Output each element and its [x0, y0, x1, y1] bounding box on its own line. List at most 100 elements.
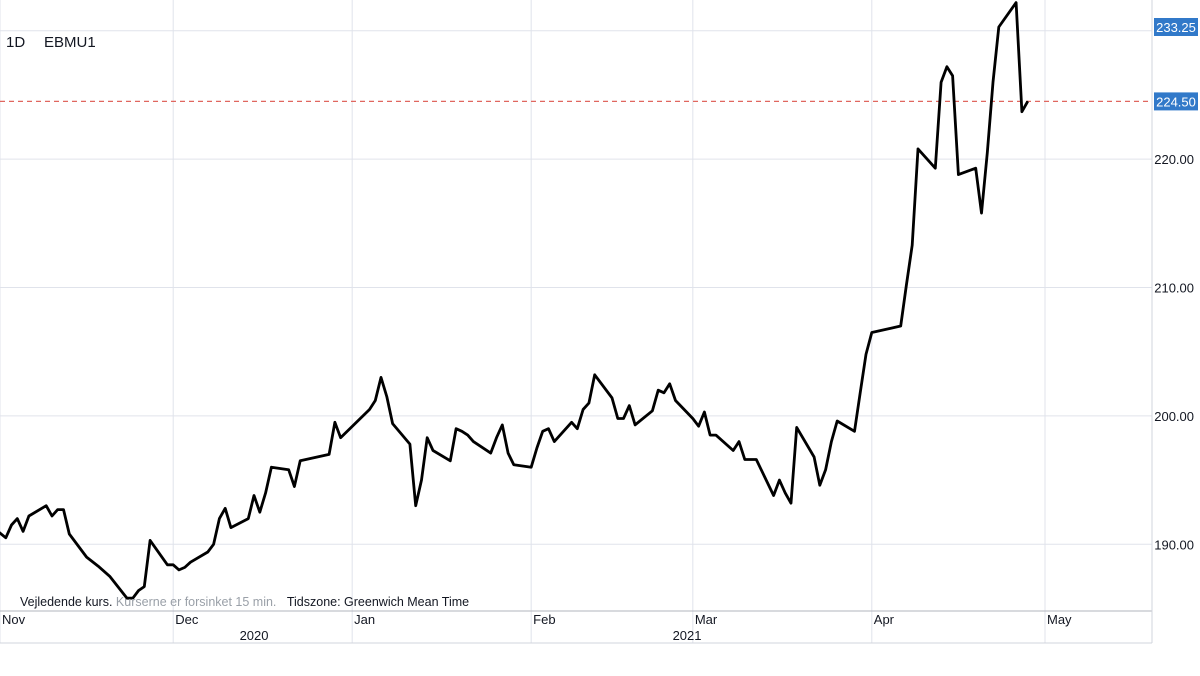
data-point — [980, 212, 983, 214]
data-point — [900, 325, 902, 327]
data-point — [368, 408, 371, 411]
data-point — [97, 565, 99, 567]
disclaimer-main: Vejledende kurs. — [20, 595, 113, 609]
data-point — [409, 443, 411, 445]
data-point — [68, 533, 70, 535]
data-point — [490, 452, 492, 454]
data-point — [513, 464, 515, 466]
data-point — [207, 551, 209, 553]
data-point — [622, 417, 625, 420]
y-tick-label: 200.00 — [1154, 409, 1194, 424]
data-point — [149, 539, 151, 542]
price-badges: 224.50 233.25 — [1154, 18, 1198, 111]
data-point — [934, 167, 936, 169]
chart-axes: 190.00200.00210.00220.00230.00NovDecJanF… — [0, 0, 1194, 644]
top-price-badge: 233.25 — [1154, 18, 1198, 36]
disclaimer-delay: Kurserne er forsinket 15 min. — [115, 595, 277, 609]
data-point — [472, 441, 474, 443]
data-point — [669, 383, 671, 385]
x-tick-label: Dec — [175, 612, 199, 627]
data-point — [582, 408, 584, 411]
data-point — [547, 428, 550, 430]
data-point — [184, 566, 186, 569]
data-point — [449, 460, 451, 462]
data-point — [426, 437, 428, 439]
data-point — [536, 447, 538, 449]
data-point — [946, 66, 948, 68]
x-tick-label: Jan — [354, 612, 375, 627]
data-point — [957, 174, 960, 176]
data-point — [143, 586, 145, 588]
data-point — [813, 456, 815, 458]
data-point — [571, 421, 573, 423]
top-price-badge-text: 233.25 — [1156, 20, 1196, 35]
data-point — [917, 148, 919, 150]
data-point — [138, 589, 140, 592]
data-point — [698, 425, 700, 427]
data-point — [674, 399, 677, 402]
data-point — [507, 452, 509, 454]
data-point — [328, 453, 330, 455]
top-price-badge-bg — [1154, 18, 1198, 36]
series-line — [0, 1, 1029, 600]
current-price-badge: 224.50 — [1154, 92, 1198, 111]
data-point — [28, 515, 30, 517]
data-point — [86, 556, 88, 558]
data-point — [830, 441, 833, 443]
data-point — [109, 575, 111, 577]
data-point — [825, 469, 827, 471]
x-tick-label: Mar — [695, 612, 718, 627]
data-point — [628, 405, 630, 407]
current-price-badge-text: 224.50 — [1156, 94, 1196, 109]
data-point — [790, 502, 792, 504]
data-point — [374, 399, 376, 402]
data-point — [853, 430, 856, 432]
interval-label[interactable]: 1D — [6, 34, 26, 51]
data-point — [865, 353, 867, 355]
data-point — [819, 484, 821, 486]
data-point — [1027, 100, 1029, 102]
data-point — [784, 492, 786, 494]
data-point — [940, 81, 942, 83]
data-point — [213, 543, 215, 545]
symbol-label[interactable]: EBMU1 — [44, 34, 96, 51]
data-point — [45, 505, 47, 507]
data-point — [126, 597, 128, 599]
year-label: 2021 — [673, 628, 702, 643]
data-point — [132, 597, 134, 599]
x-tick-label: May — [1047, 612, 1072, 627]
data-point — [57, 509, 59, 511]
data-point — [51, 515, 53, 517]
data-point — [871, 331, 873, 334]
data-point — [1021, 111, 1023, 113]
data-point — [911, 244, 913, 246]
data-point — [859, 392, 861, 394]
data-point — [657, 389, 659, 391]
data-point — [270, 466, 272, 468]
data-point — [340, 437, 342, 439]
data-point — [986, 152, 988, 154]
data-point — [467, 434, 469, 436]
x-tick-label: Feb — [533, 612, 555, 627]
current-price-badge-bg — [1154, 92, 1198, 111]
data-point — [709, 434, 711, 436]
data-point — [230, 527, 232, 529]
data-point — [10, 524, 13, 526]
data-point — [588, 402, 590, 404]
data-point — [952, 75, 954, 77]
data-point — [692, 417, 694, 420]
data-point — [420, 479, 423, 481]
data-point — [380, 376, 382, 378]
data-point — [62, 509, 65, 511]
data-point — [975, 167, 977, 169]
data-point — [495, 437, 498, 439]
y-tick-label: 220.00 — [1154, 152, 1194, 167]
data-point — [744, 458, 746, 461]
data-point — [189, 561, 192, 563]
data-point — [247, 518, 249, 520]
data-point — [617, 417, 619, 420]
chart-grid — [0, 0, 1152, 611]
data-point — [703, 411, 706, 413]
data-point — [634, 424, 636, 426]
